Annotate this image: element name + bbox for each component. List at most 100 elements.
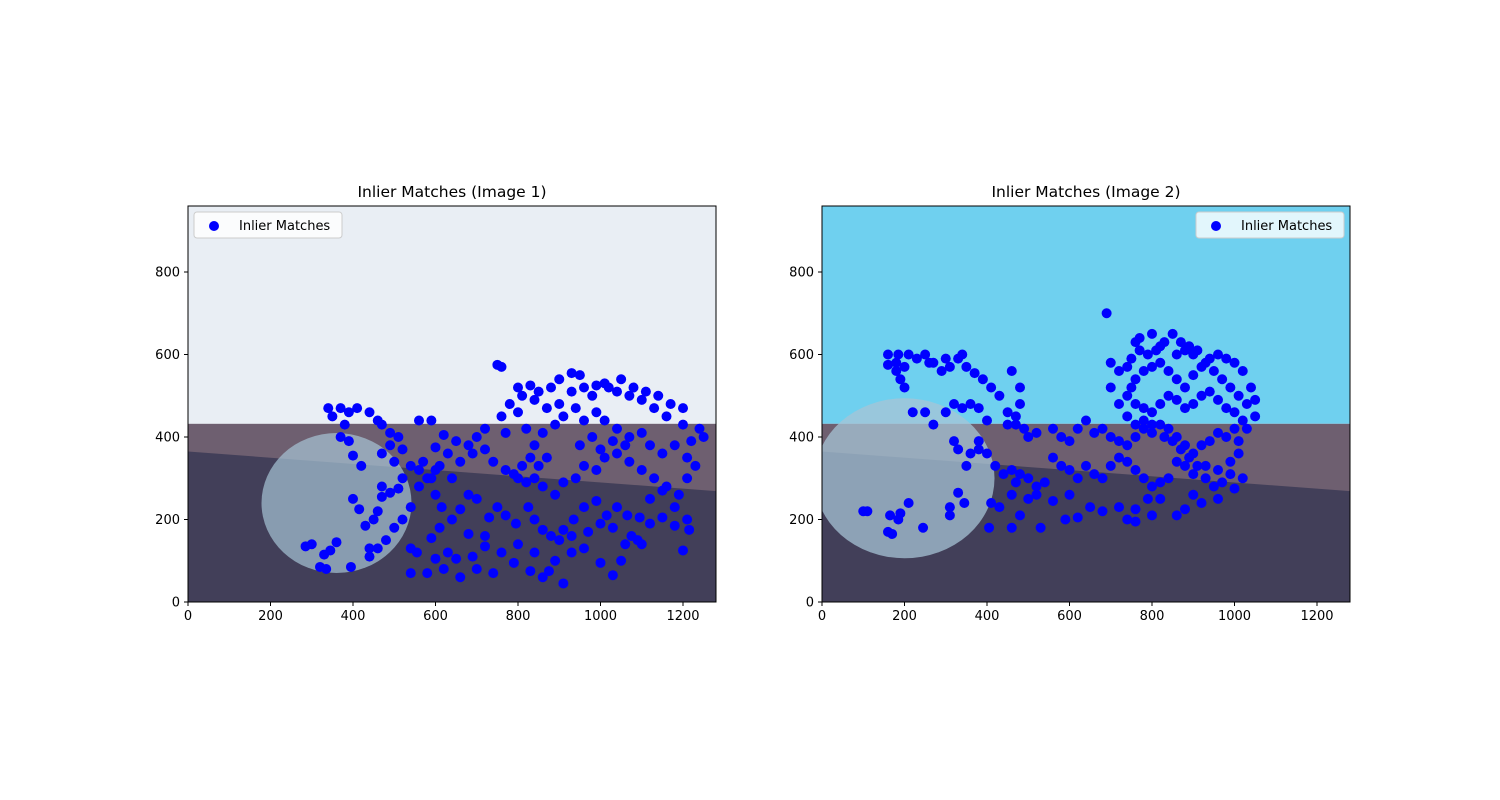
scatter-point [944, 361, 955, 372]
scatter-point [1138, 423, 1149, 434]
scatter-point [1171, 349, 1182, 360]
scatter-point [1180, 345, 1190, 356]
scatter-point [411, 547, 422, 558]
x-tick-label: 600 [1057, 609, 1082, 624]
y-tick-label: 400 [789, 431, 814, 446]
scatter-point [653, 390, 664, 401]
scatter-point [883, 349, 893, 360]
scatter-point [570, 473, 581, 484]
scatter-point [343, 407, 354, 418]
scatter-point [1130, 504, 1141, 515]
scatter-point [405, 502, 416, 513]
scatter-point [376, 448, 387, 459]
scatter-point [1213, 349, 1223, 360]
scatter-point [862, 506, 873, 517]
scatter-point [1023, 432, 1034, 442]
scatter-point [508, 557, 519, 568]
scatter-point [883, 359, 893, 370]
scatter-point [657, 448, 668, 459]
scatter-point [944, 502, 955, 513]
scatter-point [558, 578, 569, 589]
scatter-point [1147, 328, 1157, 339]
scatter-point [1089, 427, 1100, 438]
scatter-point [612, 502, 622, 513]
scatter-point [537, 481, 548, 492]
scatter-point [936, 366, 947, 376]
scatter-point [998, 469, 1009, 480]
scatter-point [1002, 419, 1013, 430]
x-tick-label: 0 [818, 609, 826, 624]
scatter-point [1163, 390, 1174, 401]
scatter-point [1114, 502, 1124, 513]
scatter-point [321, 564, 332, 574]
legend-label: Inlier Matches [239, 219, 330, 234]
scatter-point [1188, 370, 1199, 381]
scatter-point [405, 568, 416, 579]
scatter-point [579, 460, 589, 471]
scatter-point [554, 374, 565, 385]
scatter-point [1175, 444, 1186, 455]
scatter-point [1147, 481, 1157, 492]
scatter-point [434, 522, 445, 533]
scatter-point [579, 502, 589, 513]
scatter-point [1122, 390, 1133, 401]
x-tick-label: 1000 [1218, 609, 1251, 624]
scatter-point [1006, 366, 1017, 376]
scatter-point [924, 357, 935, 368]
scatter-point [1031, 481, 1042, 492]
scatter-point [436, 502, 447, 513]
scatter-point [510, 518, 521, 529]
scatter-point [583, 526, 594, 537]
scatter-point [430, 553, 441, 564]
scatter-point [1138, 403, 1149, 414]
scatter-point [1010, 411, 1021, 422]
scatter-point [385, 427, 396, 438]
scatter-point [1229, 483, 1240, 494]
scatter-point [554, 399, 565, 409]
scatter-point [645, 493, 655, 504]
scatter-point [1031, 427, 1042, 438]
scatter-point [1142, 493, 1153, 504]
scatter-point [1204, 386, 1215, 397]
scatter-point [1064, 489, 1075, 500]
scatter-point [1196, 498, 1207, 508]
scatter-point [574, 370, 585, 381]
subplot-2: 0 200 400 600 800 1000 1200 0 200 400 600 800 Inlier… [789, 183, 1351, 624]
scatter-point [1200, 357, 1211, 368]
x-tick-label: 400 [341, 609, 366, 624]
scatter-point [574, 440, 585, 451]
scatter-point [1147, 419, 1157, 430]
scatter-point [480, 541, 490, 552]
scatter-point [471, 564, 482, 574]
scatter-point [599, 452, 610, 463]
scatter-point [523, 502, 534, 513]
scatter-point [352, 403, 363, 414]
scatter-point [657, 485, 668, 496]
scatter-point [414, 415, 424, 426]
sky-region [188, 206, 716, 424]
scatter-point [1171, 510, 1182, 521]
scatter-point [389, 522, 400, 533]
scatter-point [591, 407, 602, 418]
scatter-point [1208, 481, 1219, 492]
scatter-point [1180, 403, 1190, 414]
scatter-point [1233, 390, 1244, 401]
scatter-point [1002, 407, 1013, 418]
scatter-point [1105, 382, 1116, 393]
scatter-point [508, 469, 519, 480]
scatter-point [525, 380, 536, 391]
scatter-point [1229, 407, 1240, 418]
x-tick-label: 1200 [1300, 609, 1333, 624]
scatter-point [300, 541, 311, 552]
scatter-point [480, 423, 490, 434]
scatter-point [965, 448, 976, 459]
scatter-point [467, 448, 478, 459]
scatter-point [480, 444, 490, 455]
scatter-point [612, 448, 622, 459]
scatter-point [1180, 460, 1190, 471]
scatter-point [414, 481, 424, 492]
scatter-point [628, 382, 639, 393]
scatter-point [694, 423, 705, 434]
scatter-point [451, 436, 462, 447]
scatter-point [558, 524, 569, 535]
